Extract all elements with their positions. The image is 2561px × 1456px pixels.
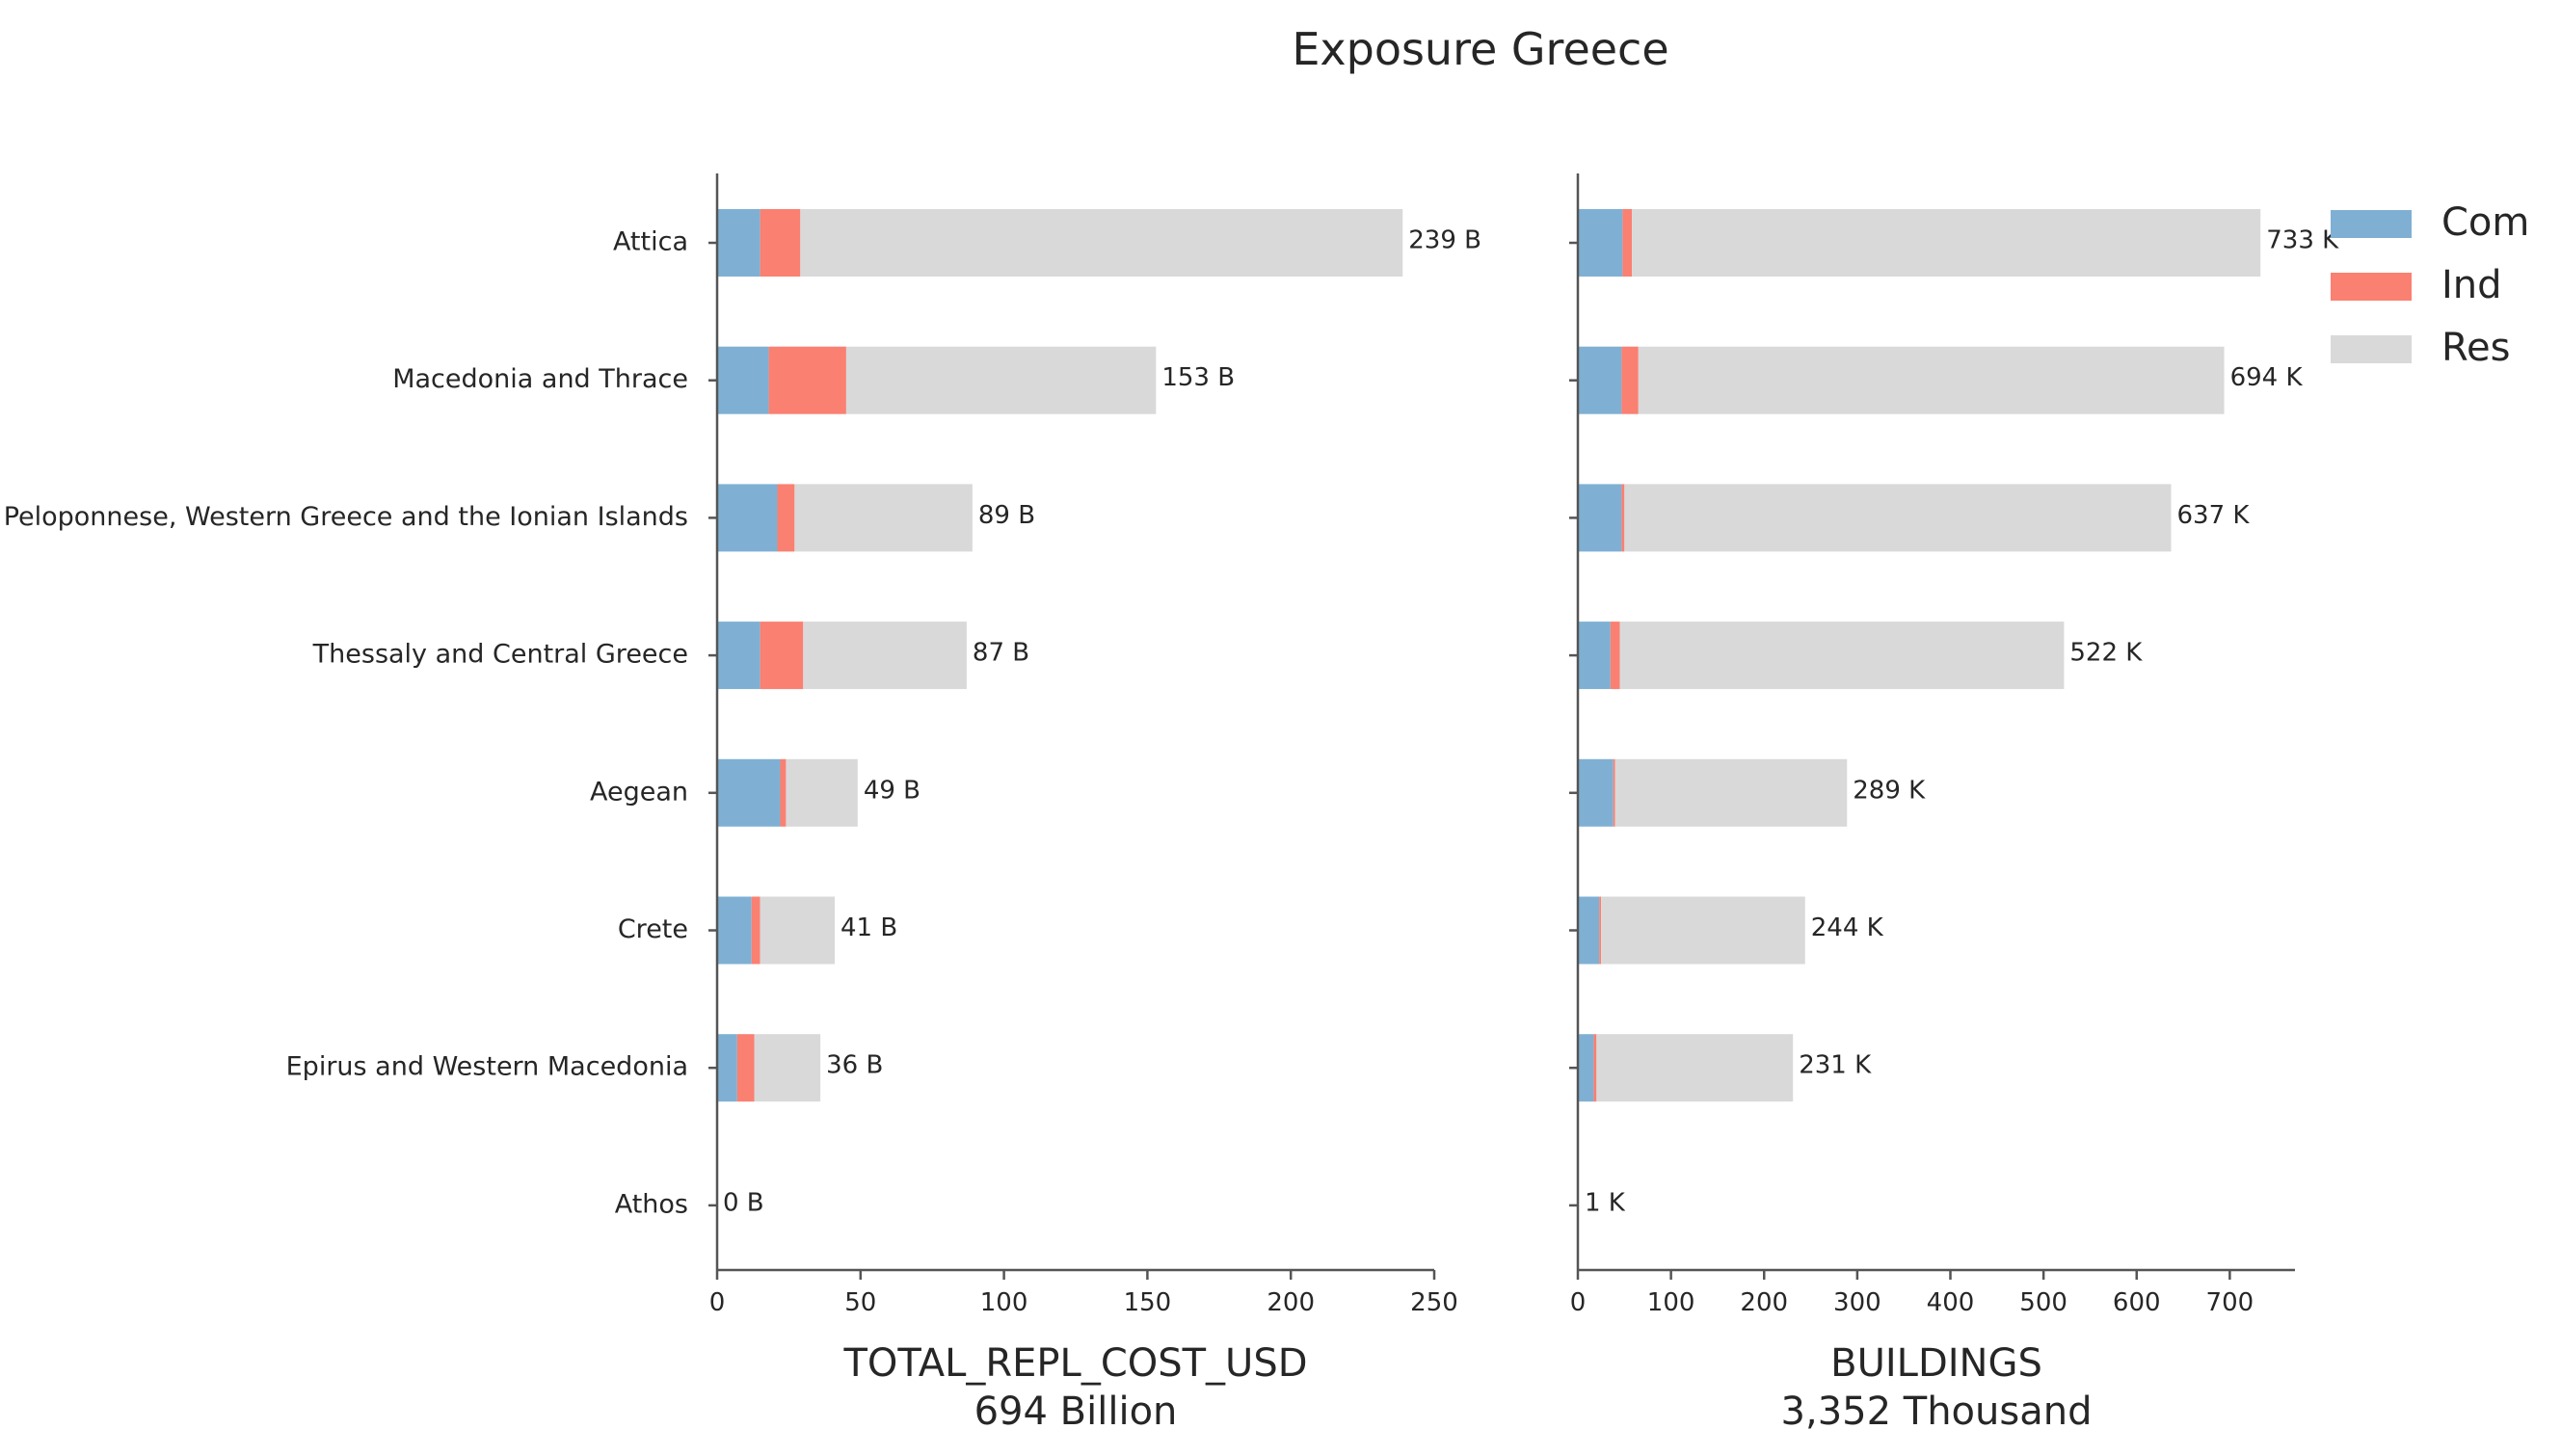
- bar-ind-thessaly-and-central-greece: [760, 622, 804, 690]
- x-axis-subtitle: 3,352 Thousand: [1781, 1390, 2093, 1434]
- bar-ind-attica: [760, 209, 801, 277]
- x-tick-label: 0: [709, 1288, 726, 1317]
- x-tick-label: 400: [1927, 1288, 1975, 1317]
- x-tick-label: 500: [2019, 1288, 2067, 1317]
- bar-ind-peloponnese-western-greece-and-the-ionian-islands: [777, 484, 795, 552]
- data-label-epirus-and-western-macedonia: 36 B: [826, 1051, 883, 1080]
- y-tick-label-crete: Crete: [618, 914, 688, 944]
- bar-com-crete: [717, 896, 752, 965]
- x-tick-label: 100: [980, 1288, 1028, 1317]
- bar-ind-attica: [1622, 209, 1633, 277]
- y-tick-label-aegean: Aegean: [590, 777, 688, 807]
- y-tick-label-attica: Attica: [613, 227, 688, 257]
- bar-ind-aegean: [780, 758, 787, 827]
- bar-com-attica: [1578, 209, 1623, 277]
- bar-res-macedonia-and-thrace: [845, 346, 1157, 414]
- x-tick-label: 50: [844, 1288, 876, 1317]
- data-label-crete: 41 B: [840, 913, 897, 942]
- legend-label-res: Res: [2441, 326, 2510, 370]
- legend-swatch-res: [2331, 335, 2412, 363]
- bar-res-peloponnese-western-greece-and-the-ionian-islands: [794, 484, 973, 552]
- x-tick-label: 0: [1570, 1288, 1587, 1317]
- data-label-athos: 1 K: [1585, 1188, 1626, 1217]
- bar-com-thessaly-and-central-greece: [717, 622, 760, 690]
- y-tick-label-thessaly-and-central-greece: Thessaly and Central Greece: [312, 640, 688, 670]
- x-tick-label: 150: [1124, 1288, 1172, 1317]
- bar-ind-thessaly-and-central-greece: [1610, 622, 1620, 690]
- data-label-athos: 0 B: [723, 1188, 764, 1217]
- panel-replacement-cost: 239 B Attica 153 B Macedonia and Thrace 89 B…: [4, 173, 1481, 1434]
- bar-res-thessaly-and-central-greece: [803, 622, 967, 690]
- data-label-macedonia-and-thrace: 153 B: [1161, 363, 1235, 392]
- bar-res-peloponnese-western-greece-and-the-ionian-islands: [1624, 484, 2172, 552]
- bar-ind-macedonia-and-thrace: [768, 346, 846, 414]
- x-tick-label: 200: [1267, 1288, 1315, 1317]
- bar-com-peloponnese-western-greece-and-the-ionian-islands: [1578, 484, 1622, 552]
- bar-res-attica: [800, 209, 1403, 277]
- data-label-peloponnese-western-greece-and-the-ionian-islands: 89 B: [978, 501, 1035, 530]
- bar-ind-macedonia-and-thrace: [1621, 346, 1639, 414]
- data-label-macedonia-and-thrace: 694 K: [2230, 363, 2304, 392]
- bar-res-epirus-and-western-macedonia: [1596, 1034, 1794, 1102]
- bar-res-macedonia-and-thrace: [1638, 346, 2225, 414]
- panel-buildings: 733 K 694 K 637 K 522 K 289 K 244 K 231 K 1 K 0 1…: [1569, 173, 2339, 1434]
- data-label-attica: 733 K: [2266, 226, 2339, 255]
- legend-label-com: Com: [2441, 200, 2529, 245]
- bar-res-aegean: [1614, 758, 1848, 827]
- bar-com-epirus-and-western-macedonia: [717, 1034, 737, 1102]
- bar-ind-aegean: [1613, 758, 1615, 827]
- bar-res-attica: [1632, 209, 2261, 277]
- y-tick-label-macedonia-and-thrace: Macedonia and Thrace: [392, 364, 688, 394]
- bar-com-macedonia-and-thrace: [1578, 346, 1622, 414]
- bar-ind-epirus-and-western-macedonia: [1593, 1034, 1597, 1102]
- bar-ind-peloponnese-western-greece-and-the-ionian-islands: [1621, 484, 1625, 552]
- x-tick-label: 300: [1833, 1288, 1881, 1317]
- x-tick-label: 700: [2206, 1288, 2254, 1317]
- data-label-crete: 244 K: [1811, 913, 1884, 942]
- y-tick-label-peloponnese-western-greece-and-the-ionian-islands: Peloponnese, Western Greece and the Ioni…: [4, 502, 688, 532]
- x-axis-title: BUILDINGS: [1830, 1341, 2042, 1386]
- bar-com-thessaly-and-central-greece: [1578, 622, 1611, 690]
- data-label-thessaly-and-central-greece: 522 K: [2069, 639, 2143, 668]
- bar-ind-epirus-and-western-macedonia: [736, 1034, 755, 1102]
- data-label-aegean: 49 B: [864, 776, 920, 805]
- bar-com-crete: [1578, 896, 1600, 965]
- legend-label-ind: Ind: [2441, 263, 2502, 307]
- x-tick-label: 200: [1740, 1288, 1788, 1317]
- bar-com-attica: [717, 209, 760, 277]
- bar-res-thessaly-and-central-greece: [1619, 622, 2065, 690]
- bar-com-epirus-and-western-macedonia: [1578, 1034, 1594, 1102]
- data-label-aegean: 289 K: [1853, 776, 1926, 805]
- bar-res-crete: [1601, 896, 1805, 965]
- legend-swatch-ind: [2331, 273, 2412, 301]
- x-tick-label: 250: [1410, 1288, 1458, 1317]
- data-label-attica: 239 B: [1408, 226, 1481, 255]
- bar-com-peloponnese-western-greece-and-the-ionian-islands: [717, 484, 778, 552]
- x-tick-label: 600: [2113, 1288, 2161, 1317]
- x-axis-title: TOTAL_REPL_COST_USD: [842, 1341, 1307, 1386]
- legend-swatch-com: [2331, 210, 2412, 238]
- y-tick-label-athos: Athos: [615, 1189, 688, 1219]
- bar-res-crete: [760, 896, 836, 965]
- bar-com-aegean: [1578, 758, 1614, 827]
- data-label-thessaly-and-central-greece: 87 B: [973, 639, 1029, 668]
- bar-com-aegean: [717, 758, 781, 827]
- x-axis-subtitle: 694 Billion: [974, 1390, 1178, 1434]
- bar-res-aegean: [786, 758, 858, 827]
- data-label-peloponnese-western-greece-and-the-ionian-islands: 637 K: [2176, 501, 2250, 530]
- bar-ind-crete: [751, 896, 760, 965]
- bar-res-epirus-and-western-macedonia: [754, 1034, 821, 1102]
- legend: Com Ind Res: [2331, 200, 2529, 370]
- x-tick-label: 100: [1647, 1288, 1695, 1317]
- bar-ind-crete: [1599, 896, 1602, 965]
- chart-title: Exposure Greece: [1292, 23, 1668, 75]
- y-tick-label-epirus-and-western-macedonia: Epirus and Western Macedonia: [286, 1052, 688, 1082]
- data-label-epirus-and-western-macedonia: 231 K: [1799, 1051, 1872, 1080]
- bar-com-macedonia-and-thrace: [717, 346, 769, 414]
